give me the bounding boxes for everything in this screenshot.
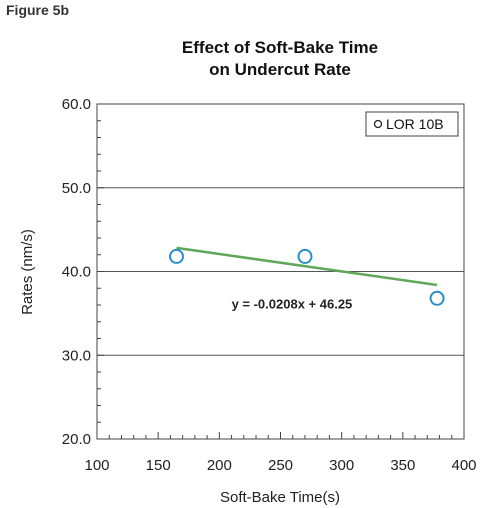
plot-frame <box>96 103 465 440</box>
data-point <box>429 290 445 306</box>
x-tick-label: 350 <box>390 457 415 474</box>
x-axis-title: Soft-Bake Time(s) <box>220 489 340 506</box>
y-tick-label: 20.0 <box>62 431 91 448</box>
chart-subtitle: on Undercut Rate <box>209 60 351 79</box>
x-tick-label: 250 <box>268 457 293 474</box>
x-tick-labels: 100 150 200 250 300 350 400 <box>84 457 476 474</box>
legend-marker <box>373 119 383 129</box>
x-tick-label: 400 <box>451 457 476 474</box>
data-points <box>169 248 445 306</box>
x-tick-label: 300 <box>329 457 354 474</box>
data-point <box>169 248 185 264</box>
y-tick-label: 30.0 <box>62 347 91 364</box>
y-tick-label: 50.0 <box>62 180 91 197</box>
x-tick-label: 150 <box>146 457 171 474</box>
legend-label: LOR 10B <box>386 116 444 132</box>
chart-title: Effect of Soft-Bake Time <box>181 38 379 57</box>
data-point <box>297 248 313 264</box>
x-tick-label: 200 <box>207 457 232 474</box>
x-tick-label: 100 <box>84 457 109 474</box>
grid-lines <box>97 187 464 356</box>
trendline <box>176 246 438 287</box>
y-tick-label: 40.0 <box>62 264 91 281</box>
y-tick-label: 60.0 <box>62 96 91 113</box>
trendline-equation: y = -0.0208x + 46.25 <box>232 296 353 311</box>
figure-label: Figure 5b <box>6 2 70 18</box>
legend: LOR 10B <box>365 111 459 137</box>
y-axis-title: Rates (nm/s) <box>19 229 36 315</box>
y-tick-labels: 20.0 30.0 40.0 50.0 60.0 <box>62 96 91 448</box>
